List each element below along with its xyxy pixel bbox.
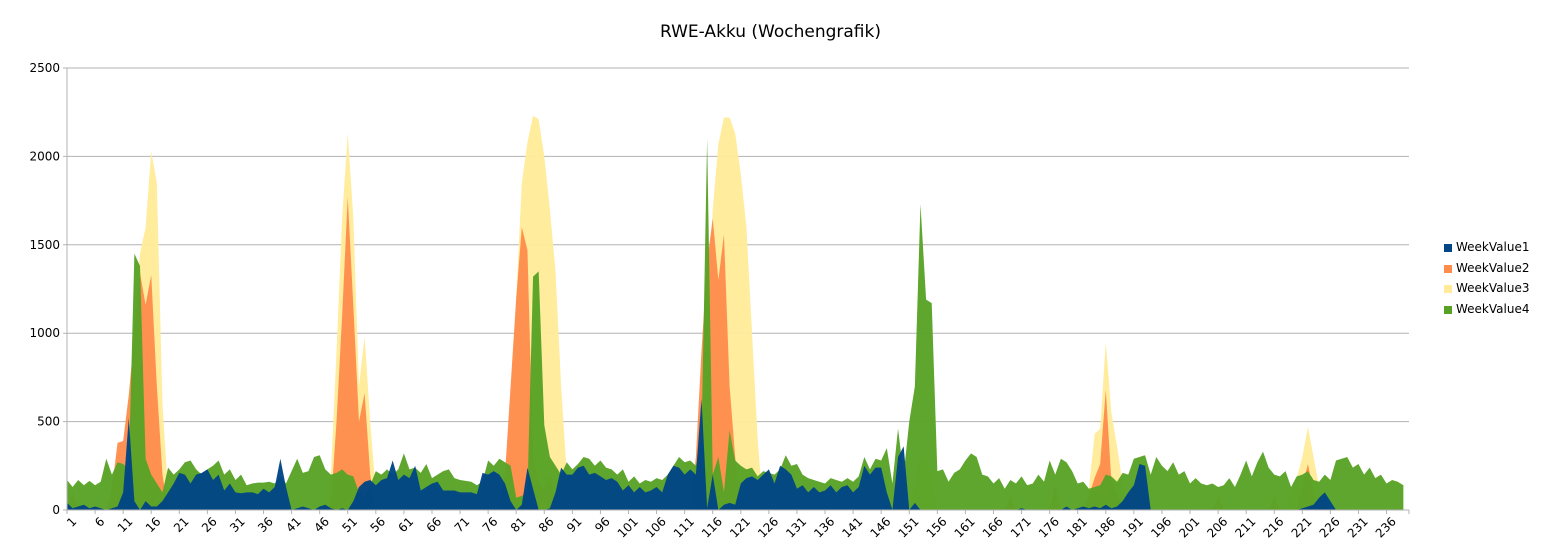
x-tick-label: 71 (452, 514, 473, 535)
y-tick-label: 1000 (29, 326, 60, 340)
chart-legend: WeekValue1 WeekValue2 WeekValue3 WeekValue4 (1444, 239, 1529, 321)
x-tick-label: 21 (171, 514, 192, 535)
x-tick-label: 186 (1092, 514, 1118, 540)
x-tick-label: 6 (92, 514, 107, 529)
x-tick-label: 161 (952, 514, 978, 540)
x-tick-label: 16 (143, 514, 164, 535)
x-tick-label: 196 (1148, 514, 1174, 540)
legend-label: WeekValue2 (1456, 260, 1530, 275)
x-tick-label: 141 (839, 514, 865, 540)
x-tick-label: 36 (255, 514, 276, 535)
series-area-weekvalue1 (67, 398, 1409, 510)
x-tick-label: 221 (1289, 514, 1315, 540)
y-tick-label: 2000 (29, 149, 60, 163)
y-tick-label: 1500 (29, 238, 60, 252)
x-tick-label: 146 (867, 514, 893, 540)
x-tick-label: 236 (1373, 514, 1399, 540)
chart-title: RWE-Akku (Wochengrafik) (660, 22, 881, 42)
legend-swatch (1444, 244, 1452, 252)
x-tick-label: 51 (339, 514, 360, 535)
x-tick-label: 171 (1008, 514, 1034, 540)
x-tick-label: 66 (424, 514, 445, 535)
x-tick-label: 111 (671, 514, 697, 540)
x-tick-label: 91 (564, 514, 585, 535)
x-tick-label: 191 (1120, 514, 1146, 540)
x-tick-label: 11 (115, 514, 136, 535)
x-tick-label: 226 (1317, 514, 1343, 540)
x-tick-label: 41 (283, 514, 304, 535)
legend-swatch (1444, 305, 1452, 314)
x-tick-label: 166 (980, 514, 1006, 540)
x-tick-label: 56 (367, 514, 388, 535)
x-tick-label: 101 (615, 514, 641, 540)
x-tick-label: 131 (783, 514, 809, 540)
x-tick-label: 76 (480, 514, 501, 535)
x-tick-label: 46 (311, 514, 332, 535)
legend-swatch (1444, 264, 1452, 273)
x-tick-label: 181 (1064, 514, 1090, 540)
legend-label: WeekValue4 (1456, 301, 1530, 316)
x-tick-label: 211 (1232, 514, 1258, 540)
series-area-weekvalue3 (67, 115, 1409, 511)
series-area-weekvalue4 (67, 138, 1404, 510)
x-tick-label: 1 (64, 514, 79, 529)
x-tick-label: 26 (199, 514, 220, 535)
x-tick-label: 81 (508, 514, 529, 535)
legend-label: WeekValue1 (1456, 240, 1530, 254)
legend-item-weekvalue4: WeekValue4 (1444, 301, 1529, 322)
y-tick-label: 500 (37, 415, 60, 429)
x-tick-label: 116 (699, 514, 725, 540)
legend-item-weekvalue2: WeekValue2 (1444, 260, 1529, 281)
x-tick-label: 216 (1260, 514, 1286, 540)
x-tick-label: 176 (1036, 514, 1062, 540)
x-tick-label: 96 (592, 514, 613, 535)
legend-item-weekvalue3: WeekValue3 (1444, 280, 1529, 301)
x-tick-label: 136 (811, 514, 837, 540)
x-tick-label: 61 (396, 514, 417, 535)
x-tick-label: 86 (536, 514, 557, 535)
x-tick-label: 201 (1176, 514, 1202, 540)
x-tick-label: 156 (924, 514, 950, 540)
x-tick-label: 231 (1345, 514, 1371, 540)
x-tick-label: 126 (755, 514, 781, 540)
x-tick-label: 121 (727, 514, 753, 540)
legend-item-weekvalue1: WeekValue1 (1444, 239, 1529, 260)
y-tick-label: 2500 (29, 61, 60, 75)
x-tick-label: 151 (896, 514, 922, 540)
x-tick-label: 31 (227, 514, 248, 535)
y-tick-label: 0 (52, 503, 60, 517)
legend-label: WeekValue3 (1456, 281, 1530, 295)
x-tick-label: 206 (1204, 514, 1230, 540)
legend-swatch (1444, 285, 1452, 293)
x-tick-label: 106 (643, 514, 669, 540)
